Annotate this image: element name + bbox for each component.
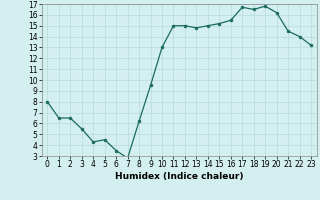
X-axis label: Humidex (Indice chaleur): Humidex (Indice chaleur): [115, 172, 244, 181]
